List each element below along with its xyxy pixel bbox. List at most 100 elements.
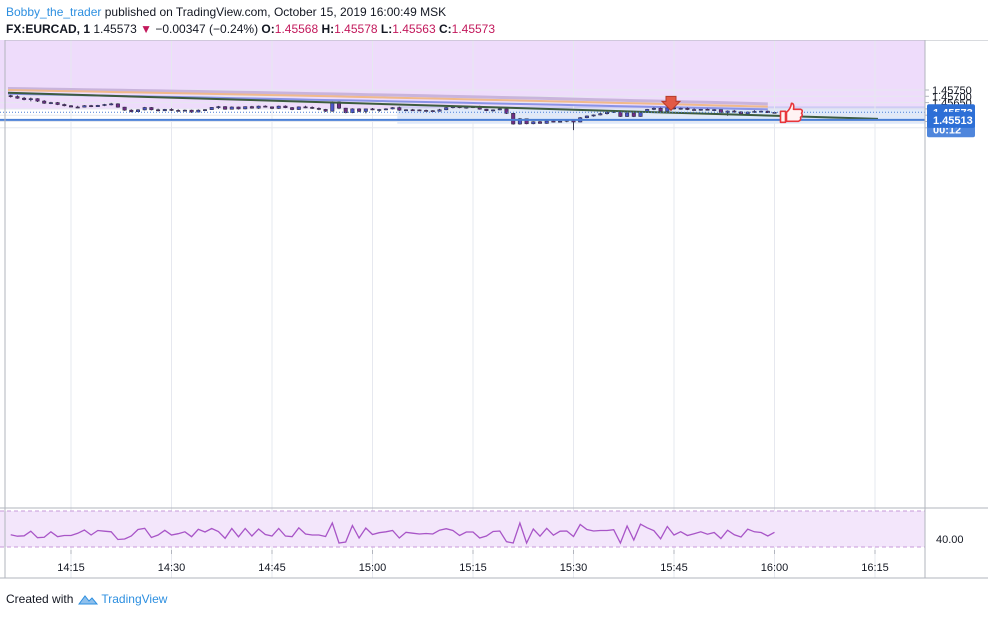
candle-38 [263, 105, 268, 108]
candle-body [249, 106, 254, 109]
candle-body [69, 105, 74, 108]
candle-body [62, 104, 67, 107]
candle-20 [142, 106, 147, 111]
author-link[interactable]: Bobby_the_trader [6, 5, 102, 19]
candle-body [591, 114, 596, 117]
symbol-line: FX:EURCAD, 1 1.45573 ▼ −0.00347 (−0.24%)… [6, 21, 495, 38]
candle-6 [48, 101, 53, 105]
candle-103 [698, 108, 703, 111]
candle-body [122, 106, 127, 111]
candle-1 [15, 95, 20, 99]
candle-62 [424, 109, 429, 112]
price-change: −0.00347 (−0.24%) [155, 22, 259, 36]
time-axis[interactable]: 14:15 14:30 14:45 15:00 15:15 15:30 15:45 16:00… [0, 40, 988, 579]
candle-body [665, 107, 670, 112]
candle-body [276, 105, 281, 109]
candle-body [732, 110, 737, 113]
candle-body [310, 107, 315, 109]
candle-26 [182, 109, 187, 112]
candle-104 [705, 108, 710, 111]
candle-55 [377, 108, 382, 112]
candle-body [631, 112, 636, 117]
candle-19 [136, 109, 141, 113]
candle-body [444, 107, 449, 111]
candle-13 [95, 104, 100, 108]
candle-46 [316, 107, 321, 111]
candle-59 [403, 109, 408, 112]
candle-body [35, 98, 40, 102]
candle-body [417, 109, 422, 112]
candle-82 [558, 120, 563, 123]
time-tick-label-6: 15:45 [660, 562, 688, 574]
candle-body [303, 106, 308, 109]
low-label: L: [380, 22, 393, 36]
candle-body [169, 109, 174, 111]
candle-body [403, 109, 408, 112]
candle-body [370, 108, 375, 111]
candle-body [323, 109, 328, 112]
candle-body [430, 110, 435, 112]
candle-body [698, 108, 703, 111]
candle-body [209, 107, 214, 110]
time-tick-label-0: 14:15 [57, 562, 85, 574]
candle-100 [678, 107, 683, 110]
chart-header: Bobby_the_trader published on TradingVie… [6, 4, 495, 38]
candle-body [531, 121, 536, 125]
tradingview-logo[interactable]: TradingView [77, 592, 167, 606]
candle-32 [223, 106, 228, 110]
candle-96 [651, 107, 656, 111]
candle-body [598, 113, 603, 116]
support-price-tag-text: 1.45513 [933, 115, 973, 127]
ma-slow-line [7, 87, 768, 106]
price-tick-label-1: 1.45700 [932, 91, 972, 103]
candle-body [357, 108, 362, 112]
candle-36 [249, 105, 254, 109]
candle-body [544, 120, 549, 124]
candle-body [383, 108, 388, 111]
candle-body [685, 107, 690, 110]
candle-40 [276, 105, 281, 109]
candle-body [55, 102, 60, 105]
candle-body [651, 107, 656, 110]
candle-14 [102, 103, 107, 107]
candle-108 [732, 109, 737, 113]
candle-78 [531, 121, 536, 125]
sell-arrow-icon [660, 95, 682, 112]
candle-body [511, 113, 516, 125]
candle-body [390, 107, 395, 110]
candle-11 [82, 105, 87, 108]
candle-body [410, 109, 415, 112]
created-with-text: Created with [6, 592, 74, 606]
candle-body [658, 107, 663, 112]
candle-9 [69, 105, 74, 108]
close-label: C: [438, 22, 452, 36]
candle-body [189, 109, 194, 113]
candle-body [377, 109, 382, 111]
candle-52 [357, 108, 362, 113]
candle-body [484, 108, 489, 111]
candle-body [236, 106, 241, 110]
rsi-axis-label: 40.00 [936, 534, 964, 546]
footer: Created with TradingView [6, 592, 167, 606]
price-chart[interactable]: 1.457501.457001.456501.456001.455501.455… [0, 40, 988, 580]
chart-drawings [0, 91, 925, 124]
candle-body [156, 109, 161, 112]
candle-54 [370, 108, 375, 111]
candle-2 [22, 96, 27, 101]
candle-body [216, 106, 221, 108]
candle-51 [350, 108, 355, 114]
candle-body [725, 110, 730, 113]
price-tick-label-0: 1.45750 [932, 85, 972, 97]
descending-trendline [7, 91, 879, 120]
candle-body [8, 95, 13, 97]
candle-body [363, 108, 368, 112]
candle-80 [544, 120, 549, 124]
candle-47 [323, 108, 328, 112]
tradingview-brand: TradingView [101, 592, 168, 606]
candle-body [115, 103, 120, 108]
candle-body [162, 109, 167, 112]
time-tick-label-4: 15:15 [459, 562, 487, 574]
candle-34 [236, 106, 241, 110]
price-axis[interactable]: 1.457501.457001.456501.456001.455501.455… [924, 40, 975, 578]
candle-58 [397, 106, 402, 111]
